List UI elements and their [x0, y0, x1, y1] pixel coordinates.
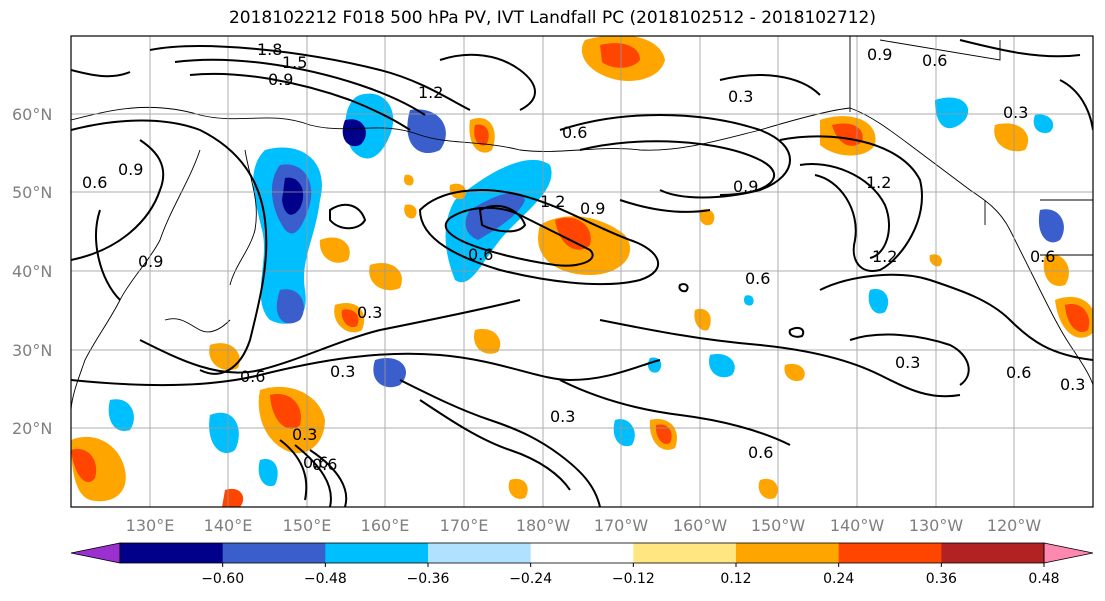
svg-text:1.2: 1.2 [866, 173, 891, 192]
svg-text:0.6: 0.6 [312, 455, 337, 474]
svg-text:1.8: 1.8 [257, 40, 282, 59]
lat-label: 30°N [12, 341, 52, 360]
svg-text:0.6: 0.6 [1030, 247, 1055, 266]
svg-text:1.2: 1.2 [872, 247, 897, 266]
latitude-labels: 60°N 50°N 40°N 30°N 20°N [12, 105, 52, 438]
svg-text:0.6: 0.6 [240, 367, 265, 386]
lon-label: 170°W [594, 516, 649, 535]
lon-label: 160°W [673, 516, 728, 535]
colorbar-segment [941, 543, 1045, 563]
svg-text:0.9: 0.9 [138, 252, 163, 271]
lon-label: 170°E [440, 516, 489, 535]
svg-text:1.2: 1.2 [418, 83, 443, 102]
svg-text:0.9: 0.9 [867, 45, 892, 64]
lon-label: 160°E [361, 516, 410, 535]
colorbar-tick-label: 0.36 [926, 571, 957, 587]
lon-label: 150°E [283, 516, 332, 535]
svg-text:0.6: 0.6 [748, 443, 773, 462]
svg-text:0.3: 0.3 [330, 362, 355, 381]
svg-text:0.6: 0.6 [303, 453, 328, 472]
svg-text:0.6: 0.6 [562, 123, 587, 142]
colorbar-tick-label: 0.12 [720, 571, 751, 587]
lon-label: 140°W [830, 516, 885, 535]
colorbar-tick-label: −0.24 [509, 571, 552, 587]
svg-text:0.3: 0.3 [895, 353, 920, 372]
map-panel[interactable]: 1.8 1.5 0.9 1.2 0.9 0.6 0.3 0.6 0.9 0.9 … [70, 35, 1096, 508]
colorbar-segment [222, 543, 326, 563]
colorbar-segment [428, 543, 532, 563]
lat-label: 60°N [12, 105, 52, 124]
colorbar-tick-label: −0.48 [304, 571, 347, 587]
svg-text:0.3: 0.3 [1003, 103, 1028, 122]
svg-text:0.6: 0.6 [922, 51, 947, 70]
colorbar-tick-label: −0.60 [201, 571, 244, 587]
positive-anomaly-regions [71, 36, 1093, 507]
map-title: 2018102212 F018 500 hPa PV, IVT Landfall… [228, 8, 876, 28]
svg-text:0.3: 0.3 [292, 425, 317, 444]
lat-label: 20°N [12, 419, 52, 438]
colorbar-extend-high [1043, 542, 1094, 564]
colorbar-tick-label: −0.36 [407, 571, 450, 587]
svg-text:0.3: 0.3 [357, 303, 382, 322]
svg-text:1.5: 1.5 [282, 53, 307, 72]
colorbar-segment [736, 543, 840, 563]
lat-label: 50°N [12, 183, 52, 202]
svg-text:0.9: 0.9 [268, 70, 293, 89]
colorbar-tick-label: 0.48 [1028, 571, 1059, 587]
lon-label: 180°W [516, 516, 571, 535]
colorbar-segment [120, 543, 224, 563]
colorbar-segment [325, 543, 429, 563]
contour-labels: 1.8 1.5 0.9 1.2 0.9 0.6 0.3 0.6 0.9 0.9 … [82, 40, 1085, 474]
svg-text:0.6: 0.6 [82, 173, 107, 192]
svg-text:0.3: 0.3 [1060, 375, 1085, 394]
svg-text:0.6: 0.6 [745, 269, 770, 288]
ivt-contours [71, 39, 1093, 507]
svg-text:0.6: 0.6 [1006, 363, 1031, 382]
svg-text:0.3: 0.3 [728, 87, 753, 106]
svg-text:0.9: 0.9 [733, 177, 758, 196]
colorbar-tick-label: 0.24 [823, 571, 854, 587]
lon-label: 150°W [751, 516, 806, 535]
lon-label: 130°E [126, 516, 175, 535]
svg-text:0.3: 0.3 [550, 407, 575, 426]
svg-text:0.6: 0.6 [468, 245, 493, 264]
lon-label: 140°E [204, 516, 253, 535]
lon-label: 130°W [909, 516, 964, 535]
colorbar: −0.60 −0.48 −0.36 −0.24 −0.12 0.12 0.24 0.36 0.4… [70, 542, 1094, 587]
colorbar-segment [633, 543, 737, 563]
lat-label: 40°N [12, 262, 52, 281]
colorbar-segment [838, 543, 942, 563]
svg-text:0.9: 0.9 [118, 160, 143, 179]
gridlines [71, 36, 1093, 507]
colorbar-segment [530, 543, 634, 563]
colorbar-tick-label: −0.12 [612, 571, 655, 587]
svg-text:1.2: 1.2 [540, 192, 565, 211]
longitude-labels: 130°E 140°E 150°E 160°E 170°E 180°W 170°… [126, 516, 1042, 535]
colorbar-extend-low [70, 542, 121, 564]
colorbar-outline [119, 542, 1045, 564]
svg-text:0.9: 0.9 [580, 199, 605, 218]
map-border [70, 35, 1094, 508]
lon-label: 120°W [987, 516, 1042, 535]
